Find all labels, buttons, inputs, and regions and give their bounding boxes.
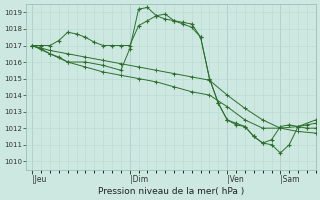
X-axis label: Pression niveau de la mer( hPa ): Pression niveau de la mer( hPa ) <box>98 187 244 196</box>
